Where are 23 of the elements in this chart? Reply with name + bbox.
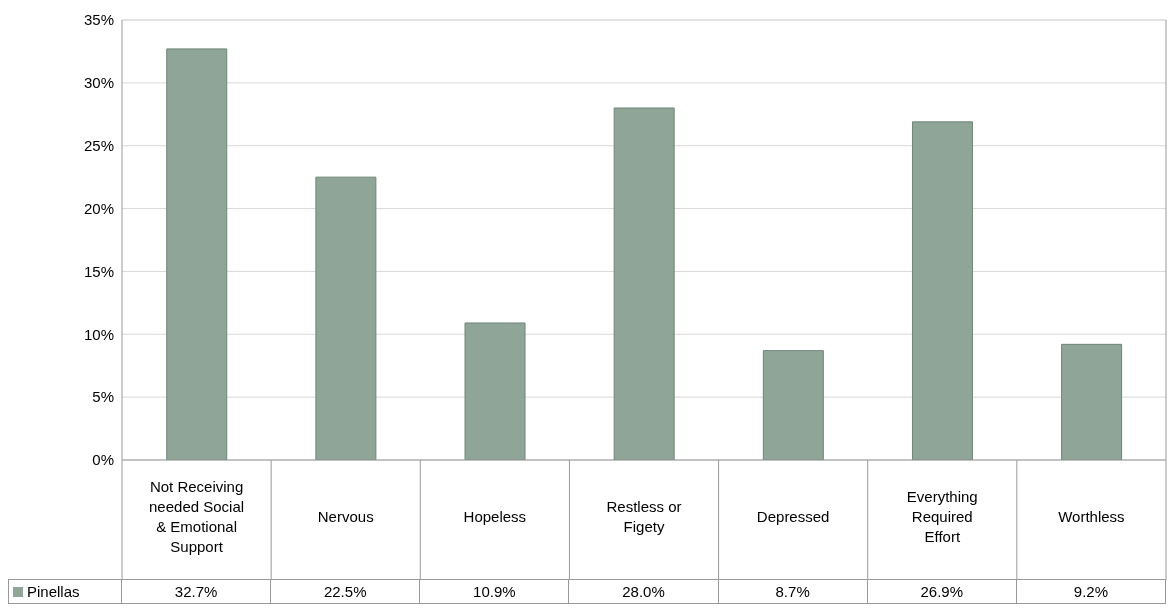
y-tick-label: 0% [92,451,114,469]
y-tick-label: 5% [92,388,114,406]
y-tick-label: 15% [83,262,114,280]
data-label: 32.7% [122,579,272,604]
data-label: 22.5% [271,579,421,604]
data-label: 28.0% [569,579,719,604]
x-tick-label: Nervous [317,508,374,525]
data-label: 10.9% [420,579,570,604]
x-tick-label: Restless or Figety [606,498,682,535]
y-tick-label: 30% [83,74,114,92]
x-tick-label: Depressed [756,508,830,525]
data-label: 8.7% [718,579,868,604]
x-tick-label: Worthless [1058,508,1125,525]
x-tick-label: Not Receiving needed Social & Emotional Support [149,478,245,555]
data-label: 9.2% [1016,579,1166,604]
y-tick-label: 25% [83,137,114,155]
x-tick-label: Everything Required Effort [906,488,978,545]
legend-label: Pinellas [27,583,80,600]
y-tick-label: 20% [83,199,114,217]
data-label: 26.9% [867,579,1017,604]
y-tick-label: 10% [83,325,114,343]
x-tick-label: Hopeless [463,508,527,525]
y-tick-label: 35% [83,11,114,29]
